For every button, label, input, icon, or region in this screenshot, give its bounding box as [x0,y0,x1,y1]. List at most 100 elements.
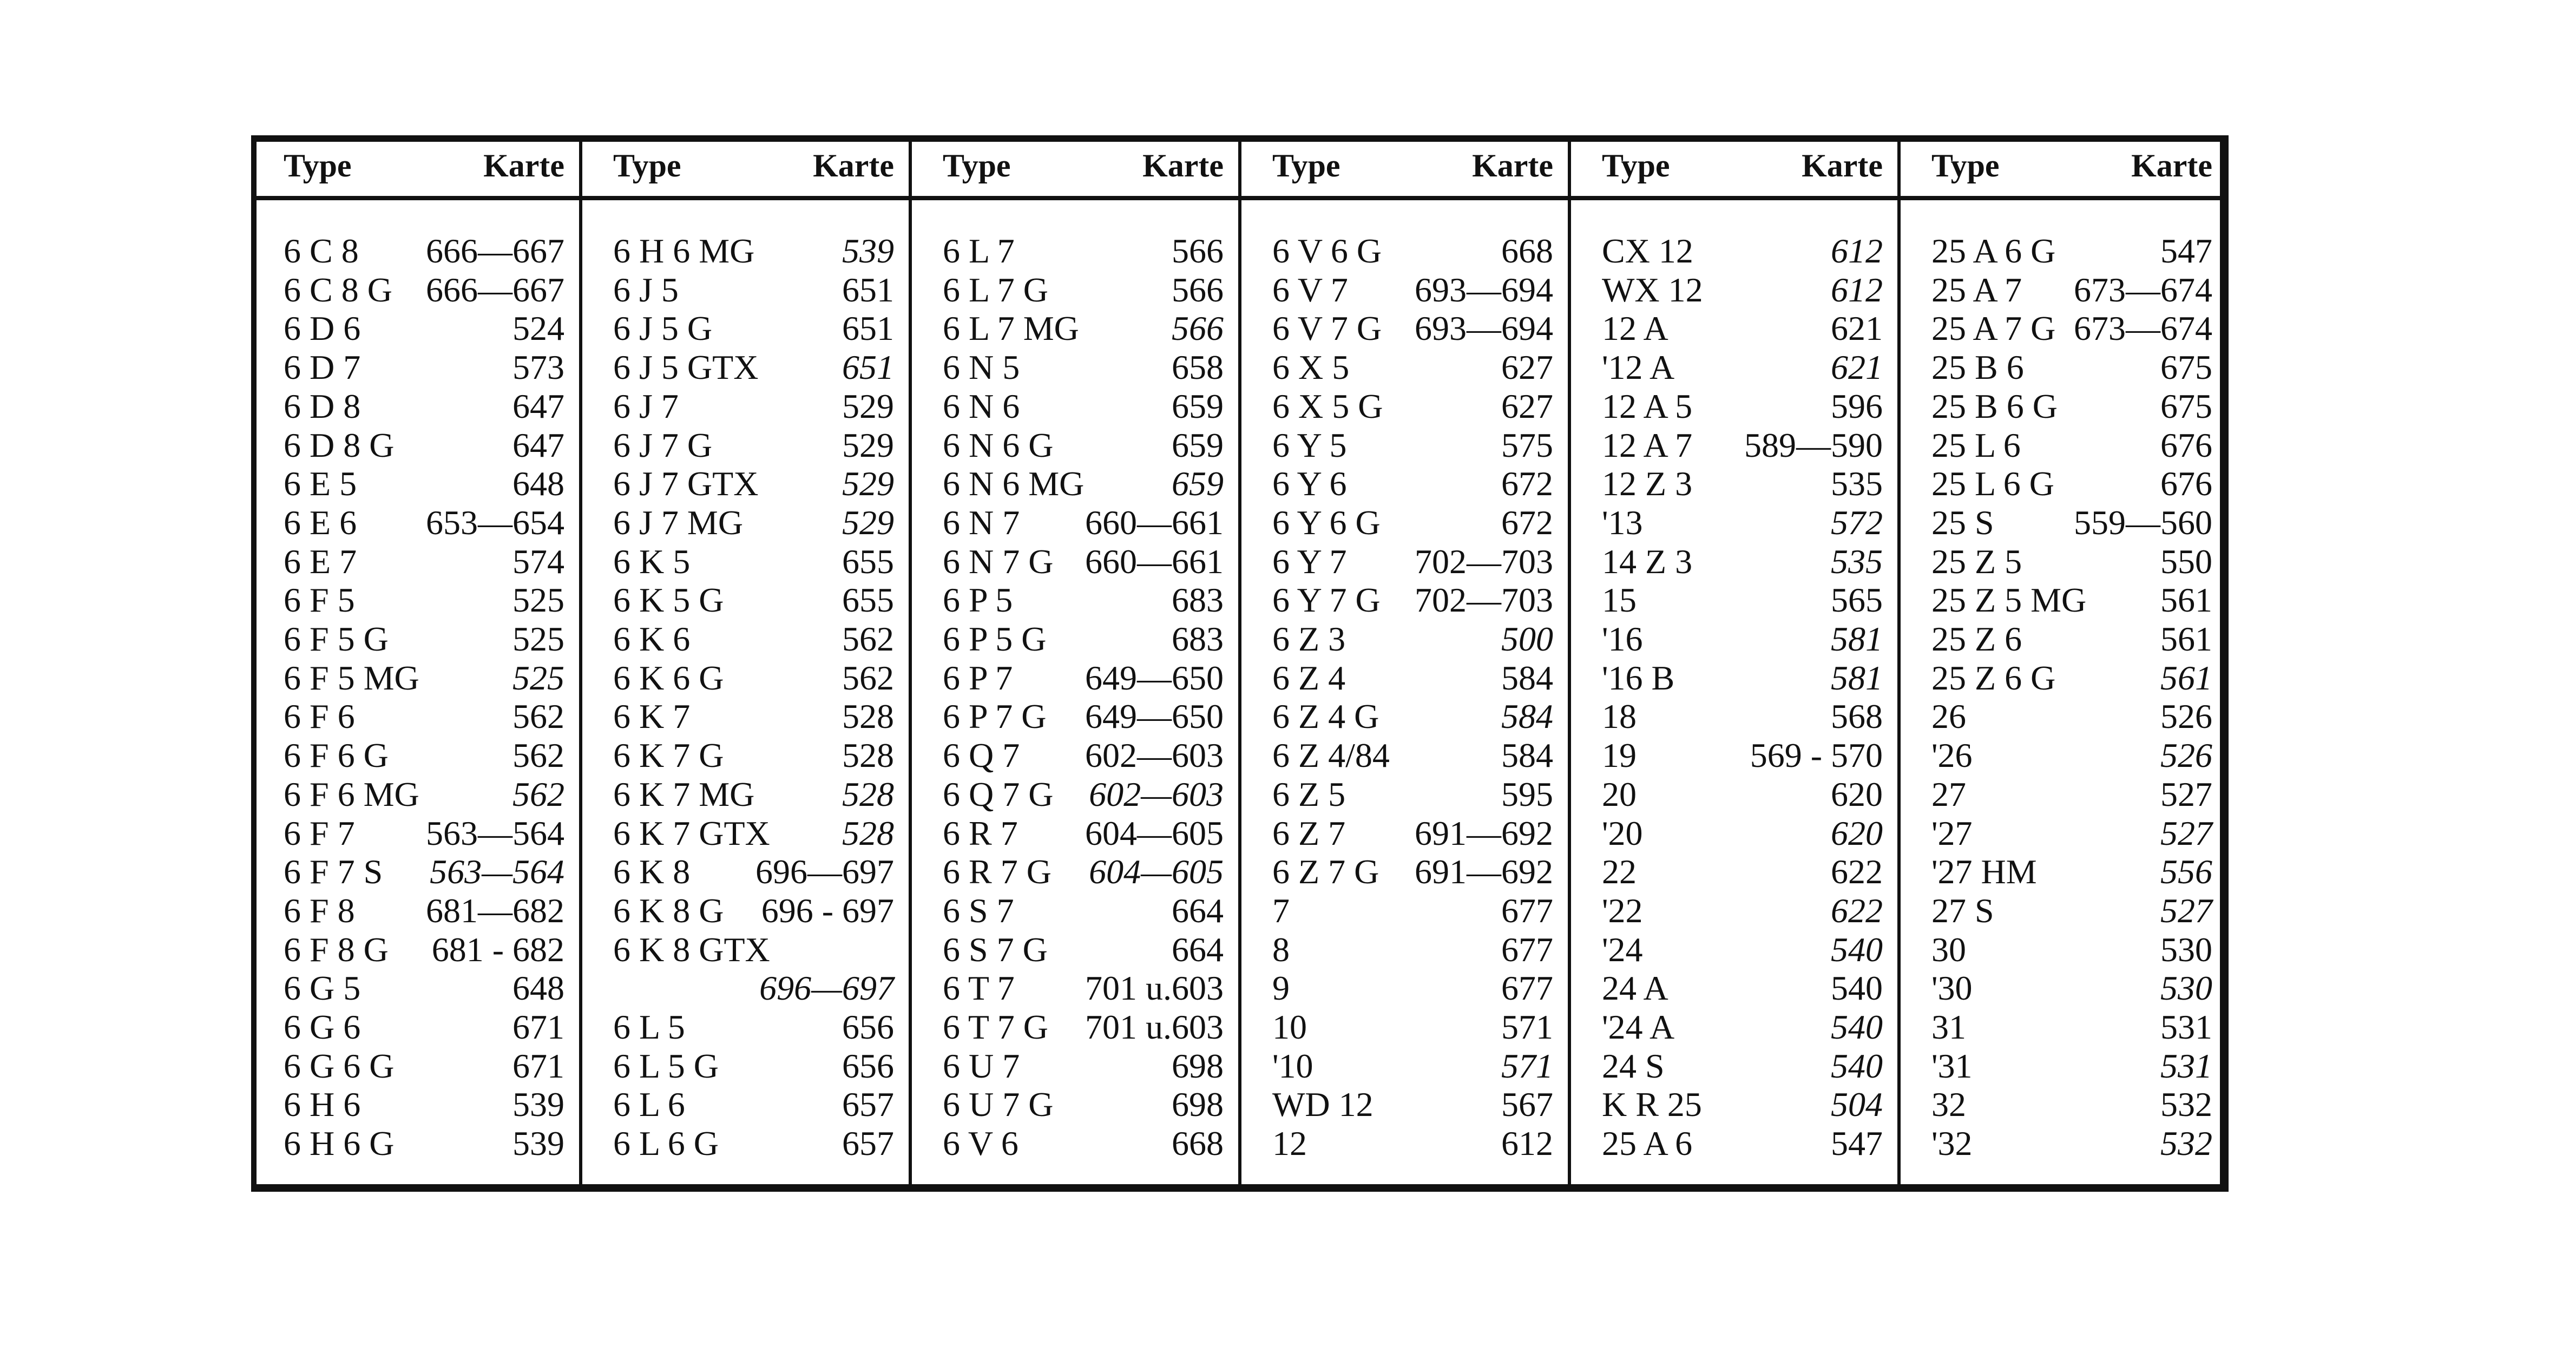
type-cell: 18 [1602,697,1637,736]
karte-cell: 572 [1831,503,1883,542]
karte-cell: 584 [1501,658,1553,697]
type-cell: 25 Z 5 MG [1931,581,2087,620]
karte-cell: 656 [842,1046,894,1085]
karte-cell: 529 [842,464,894,503]
type-cell: 6 K 7 [613,697,691,736]
karte-cell: 550 [2160,542,2212,581]
karte-cell: 672 [1501,503,1553,542]
karte-cell: 539 [512,1085,564,1124]
type-cell: 8 [1272,930,1290,969]
type-cell: 6 N 7 G [943,542,1054,581]
karte-cell: 660—661 [1085,542,1224,581]
karte-cell: 547 [1831,1124,1883,1163]
type-cell: 24 S [1602,1046,1665,1085]
column-rule [1897,135,1901,1192]
type-cell: '27 HM [1931,852,2037,891]
type-cell: K R 25 [1602,1085,1702,1124]
type-cell: WX 12 [1602,270,1703,309]
karte-cell: 604—605 [1085,813,1224,852]
karte-cell: 672 [1501,464,1553,503]
type-cell: 6 E 7 [284,542,357,581]
type-cell: 6 K 7 MG [613,774,755,813]
karte-cell: 527 [2160,891,2212,930]
type-cell: 12 A [1602,309,1668,348]
karte-cell: 691—692 [1415,852,1553,891]
type-cell: 6 Y 7 G [1272,581,1381,620]
karte-cell: 540 [1831,969,1883,1008]
karte-cell: 696 - 697 [761,891,894,930]
karte-cell: 622 [1831,891,1883,930]
type-cell: 15 [1602,581,1637,620]
karte-cell: 701 u.603 [1085,1008,1224,1046]
karte-cell: 664 [1172,930,1224,969]
type-cell: 32 [1931,1085,1966,1124]
type-cell: 25 Z 6 G [1931,658,2056,697]
type-cell: 30 [1931,930,1966,969]
type-cell: 6 T 7 G [943,1008,1048,1046]
karte-cell: 627 [1501,348,1553,387]
type-cell: 6 N 6 G [943,425,1054,464]
type-cell: 6 D 8 [284,386,361,425]
type-cell: 6 X 5 [1272,348,1350,387]
karte-cell: 612 [1831,270,1883,309]
karte-cell: 673—674 [2074,270,2212,309]
type-cell: 6 Z 4 [1272,658,1346,697]
type-cell: 6 J 7 MG [613,503,744,542]
karte-cell: 528 [842,697,894,736]
type-cell: 6 G 6 G [284,1046,395,1085]
type-cell: '13 [1602,503,1643,542]
type-cell: 6 P 5 [943,581,1013,620]
type-cell: 6 C 8 [284,232,359,270]
karte-cell: 569 - 570 [1750,736,1883,775]
type-cell: '22 [1602,891,1643,930]
column-rule [909,135,912,1192]
type-cell: 9 [1272,969,1290,1008]
type-cell: 6 Z 4 G [1272,697,1379,736]
karte-cell: 563—564 [426,813,564,852]
karte-cell: 596 [1831,386,1883,425]
karte-cell: 589—590 [1744,425,1883,464]
type-cell: 31 [1931,1008,1966,1046]
karte-cell: 568 [1831,697,1883,736]
karte-cell: 683 [1172,581,1224,620]
type-cell: 6 Z 5 [1272,774,1346,813]
type-cell: 6 G 6 [284,1008,361,1046]
karte-cell: 677 [1501,969,1553,1008]
type-cell: 14 Z 3 [1602,542,1693,581]
karte-cell: 675 [2160,386,2212,425]
karte-cell: 573 [512,348,564,387]
karte-cell: 575 [1501,425,1553,464]
type-cell: 6 Z 7 G [1272,852,1379,891]
karte-cell: 539 [512,1124,564,1163]
karte-cell: 540 [1831,930,1883,969]
karte-cell: 681 - 682 [431,930,564,969]
karte-cell: 562 [512,697,564,736]
karte-cell: 655 [842,542,894,581]
type-cell: 6 N 7 [943,503,1020,542]
karte-cell: 673—674 [2074,309,2212,348]
type-cell: 6 K 8 [613,852,691,891]
type-cell: 6 L 7 [943,232,1015,270]
karte-cell: 562 [512,774,564,813]
type-cell: 6 J 5 GTX [613,348,759,387]
type-cell: 25 S [1931,503,1994,542]
type-cell: 6 F 6 MG [284,774,419,813]
type-cell: 25 A 6 G [1931,232,2056,270]
karte-cell: 676 [2160,464,2212,503]
type-cell: 25 A 6 [1602,1124,1693,1163]
karte-cell: 500 [1501,620,1553,658]
karte-cell: 627 [1501,386,1553,425]
type-cell: 6 E 6 [284,503,357,542]
karte-cell: 702—703 [1415,581,1553,620]
type-cell: 6 Z 3 [1272,620,1346,658]
type-cell: '27 [1931,813,1973,852]
karte-cell: 660—661 [1085,503,1224,542]
karte-cell: 561 [2160,658,2212,697]
type-cell: 6 K 5 [613,542,691,581]
karte-cell: 655 [842,581,894,620]
karte-cell: 701 u.603 [1085,969,1224,1008]
type-cell: 6 L 6 [613,1085,685,1124]
type-cell: '10 [1272,1046,1313,1085]
type-cell: 6 P 5 G [943,620,1047,658]
